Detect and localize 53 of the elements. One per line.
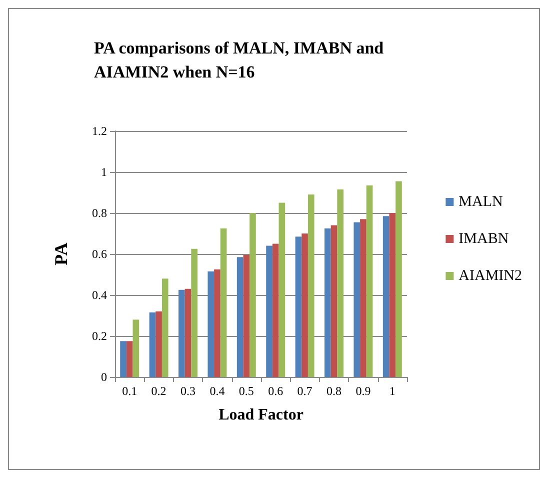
bar <box>278 202 286 377</box>
bar <box>354 222 360 377</box>
bar <box>149 312 156 377</box>
bar <box>208 271 214 377</box>
y-axis-title: PA <box>51 242 71 266</box>
legend-label: IMABN <box>458 231 509 247</box>
bar <box>156 311 162 377</box>
bar <box>236 257 244 377</box>
x-tick-label: 1 <box>389 384 396 398</box>
bar <box>337 189 344 377</box>
bar <box>120 341 126 377</box>
bar <box>382 216 390 377</box>
bar <box>324 228 331 377</box>
bar <box>302 234 308 377</box>
bar <box>243 255 250 377</box>
bar <box>250 213 256 377</box>
x-axis-title: Load Factor <box>218 406 304 424</box>
y-tick-label: 0.2 <box>92 329 107 343</box>
bar <box>178 290 185 377</box>
bar <box>214 269 220 377</box>
bar <box>184 288 192 377</box>
x-tick-label: 0.5 <box>238 384 254 398</box>
y-tick-label: 0.4 <box>92 288 107 302</box>
bar <box>132 320 140 377</box>
bar <box>191 248 198 377</box>
bar <box>396 181 402 377</box>
x-tick-label: 0.3 <box>180 384 196 398</box>
bar <box>308 194 314 377</box>
x-tick-label: 0.8 <box>326 384 342 398</box>
y-tick-label: 0 <box>101 370 107 384</box>
bar <box>389 213 396 377</box>
y-tick-label: 1.2 <box>92 124 107 138</box>
y-tick-label: 0.8 <box>92 206 107 220</box>
legend-label: MALN <box>458 194 504 210</box>
x-tick-label: 0.4 <box>210 384 225 398</box>
bar <box>360 219 366 377</box>
bar <box>272 244 279 377</box>
x-tick-label: 0.6 <box>268 384 284 398</box>
bar <box>366 185 373 377</box>
x-tick-label: 0.2 <box>151 384 166 398</box>
bar <box>330 225 338 377</box>
bar <box>266 246 272 377</box>
y-tick-label: 1 <box>101 165 107 179</box>
bar <box>295 236 302 377</box>
legend-label: AIAMIN2 <box>458 268 522 284</box>
bar <box>126 341 133 377</box>
bar <box>220 228 227 377</box>
x-tick-label: 0.1 <box>122 384 138 398</box>
x-tick-label: 0.9 <box>356 384 371 398</box>
chart-title: PA comparisons of MALN, IMABN and AIAMIN2 when N=16 <box>94 38 388 82</box>
bar <box>162 278 168 377</box>
y-tick-label: 0.6 <box>92 247 107 261</box>
x-tick-label: 0.7 <box>297 384 312 398</box>
